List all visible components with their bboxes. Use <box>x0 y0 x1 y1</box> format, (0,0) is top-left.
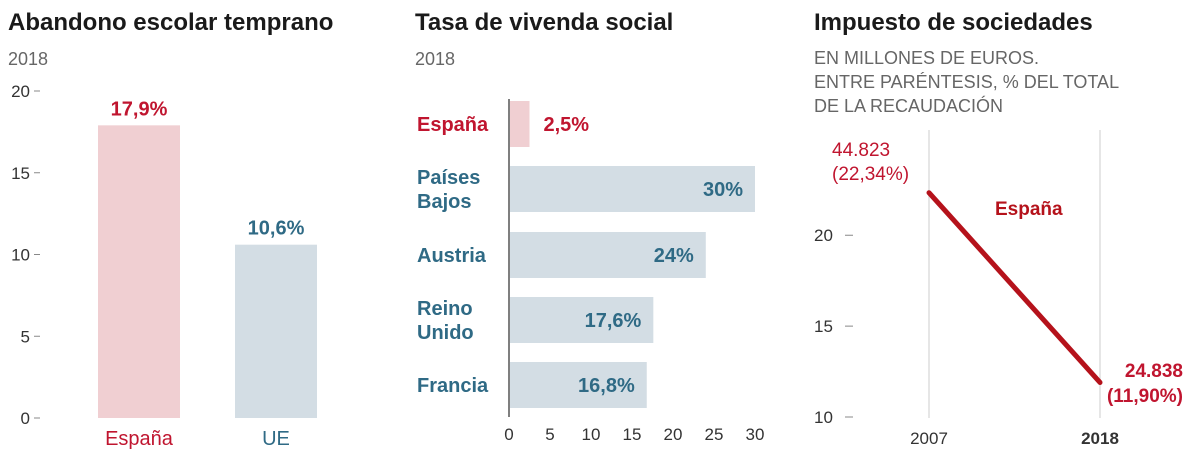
chart-title: Abandono escolar temprano <box>8 9 333 36</box>
x-tick-label: 20 <box>664 425 683 444</box>
bar <box>510 232 706 278</box>
category-label: Francia <box>417 375 489 397</box>
category-label: España <box>417 114 489 136</box>
x-tick-label: 5 <box>545 425 554 444</box>
point-label: 44.823 <box>832 140 890 161</box>
y-tick-label: 15 <box>11 164 30 183</box>
point-label: (22,34%) <box>832 164 909 185</box>
chart-title: Tasa de vivenda social <box>415 9 673 36</box>
bar <box>510 362 647 408</box>
series-line <box>926 190 1103 385</box>
category-label: Países <box>417 167 480 189</box>
x-category-label: España <box>105 428 174 450</box>
y-tick-label: 15 <box>814 317 833 336</box>
y-tick-label: 10 <box>11 246 30 265</box>
category-label: Unido <box>417 322 474 344</box>
category-label: Austria <box>417 245 487 267</box>
x-tick-label: 0 <box>504 425 513 444</box>
bar <box>510 297 654 343</box>
chart-subtitle: 2018 <box>8 49 48 69</box>
bar <box>510 101 530 147</box>
y-tick-label: 10 <box>814 408 833 427</box>
early-school-leaving-panel: Abandono escolar temprano 2018 0 5 10 15 20 1… <box>8 9 333 450</box>
bar-value-label: 10,6% <box>248 218 305 240</box>
bar-value-label: 24% <box>654 245 694 267</box>
bar-value-label: 17,9% <box>111 98 168 120</box>
corporate-tax-panel: Impuesto de sociedades EN MILLONES DE EU… <box>814 9 1183 448</box>
bar <box>510 166 755 212</box>
category-label: Reino <box>417 298 473 320</box>
chart-subtitle-line: DE LA RECAUDACIÓN <box>814 95 1003 116</box>
chart-title: Impuesto de sociedades <box>814 9 1093 36</box>
x-tick-label: 30 <box>746 425 765 444</box>
y-tick-label: 5 <box>21 327 30 346</box>
chart-subtitle-line: EN MILLONES DE EUROS. <box>814 48 1039 68</box>
bar-value-label: 30% <box>703 179 743 201</box>
bar <box>98 125 180 419</box>
y-tick-label: 20 <box>11 82 30 101</box>
category-label: Bajos <box>417 191 471 213</box>
bar <box>235 244 317 418</box>
bar-value-label: 16,8% <box>578 375 635 397</box>
bar-value-label: 17,6% <box>585 310 642 332</box>
chart-subtitle: 2018 <box>415 49 455 69</box>
series-label: España <box>995 199 1063 220</box>
point-label: (11,90%) <box>1107 386 1183 407</box>
bar-value-label: 2,5% <box>544 114 590 136</box>
x-tick-label: 15 <box>623 425 642 444</box>
x-category-label: UE <box>262 428 290 450</box>
point-label: 24.838 <box>1125 361 1183 382</box>
chart-subtitle-line: ENTRE PARÉNTESIS, % DEL TOTAL <box>814 72 1119 92</box>
x-tick-label: 2018 <box>1081 429 1119 448</box>
x-tick-label: 10 <box>582 425 601 444</box>
y-tick-label: 20 <box>814 226 833 245</box>
social-housing-panel: Tasa de vivenda social 2018 0 5 10 15 20 25 30… <box>415 9 764 444</box>
y-tick-label: 0 <box>21 409 30 428</box>
x-tick-label: 25 <box>705 425 724 444</box>
x-tick-label: 2007 <box>910 429 948 448</box>
